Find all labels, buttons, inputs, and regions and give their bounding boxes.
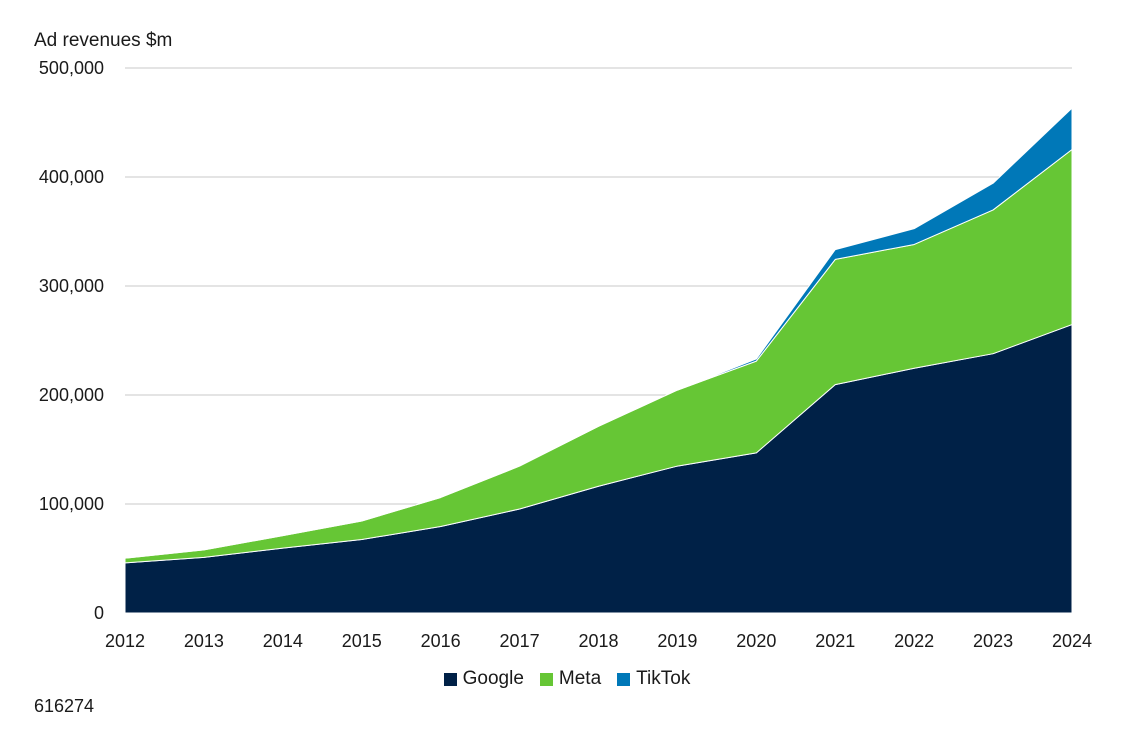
- area-tiktok: [124, 107, 1073, 559]
- area-series: [124, 107, 1073, 614]
- x-tick-label: 2014: [263, 631, 303, 651]
- legend: Google Meta TikTok: [0, 668, 1134, 692]
- y-tick-labels: 0 100,000 200,000 300,000 400,000 500,000: [39, 58, 104, 623]
- x-tick-labels: 2012 2013 2014 2015 2016 2017 2018 2019 2020 2021…: [105, 631, 1092, 651]
- legend-label: Google: [462, 668, 524, 689]
- legend-swatch: [443, 672, 457, 686]
- y-tick-label: 100,000: [39, 494, 104, 514]
- x-tick-label: 2012: [105, 631, 145, 651]
- y-tick-label: 200,000: [39, 385, 104, 405]
- x-tick-label: 2024: [1052, 631, 1092, 651]
- legend-swatch: [617, 672, 631, 686]
- x-tick-label: 2013: [184, 631, 224, 651]
- y-tick-label: 500,000: [39, 58, 104, 78]
- x-tick-label: 2019: [657, 631, 697, 651]
- x-tick-label: 2022: [894, 631, 934, 651]
- x-tick-label: 2016: [421, 631, 461, 651]
- x-tick-label: 2018: [578, 631, 618, 651]
- legend-swatch: [539, 672, 553, 686]
- y-tick-label: 300,000: [39, 276, 104, 296]
- legend-item-google: Google: [443, 668, 524, 690]
- y-tick-label: 0: [94, 603, 104, 623]
- legend-label: TikTok: [636, 668, 691, 689]
- x-tick-label: 2020: [736, 631, 776, 651]
- x-tick-label: 2021: [815, 631, 855, 651]
- legend-item-tiktok: TikTok: [617, 668, 690, 690]
- x-tick-label: 2015: [342, 631, 382, 651]
- legend-label: Meta: [558, 668, 602, 689]
- x-tick-label: 2017: [500, 631, 540, 651]
- y-tick-label: 400,000: [39, 167, 104, 187]
- y-axis-label: Ad revenues $m: [34, 30, 173, 51]
- legend-item-meta: Meta: [539, 668, 602, 690]
- footnote: 616274: [34, 696, 95, 716]
- x-tick-label: 2023: [973, 631, 1013, 651]
